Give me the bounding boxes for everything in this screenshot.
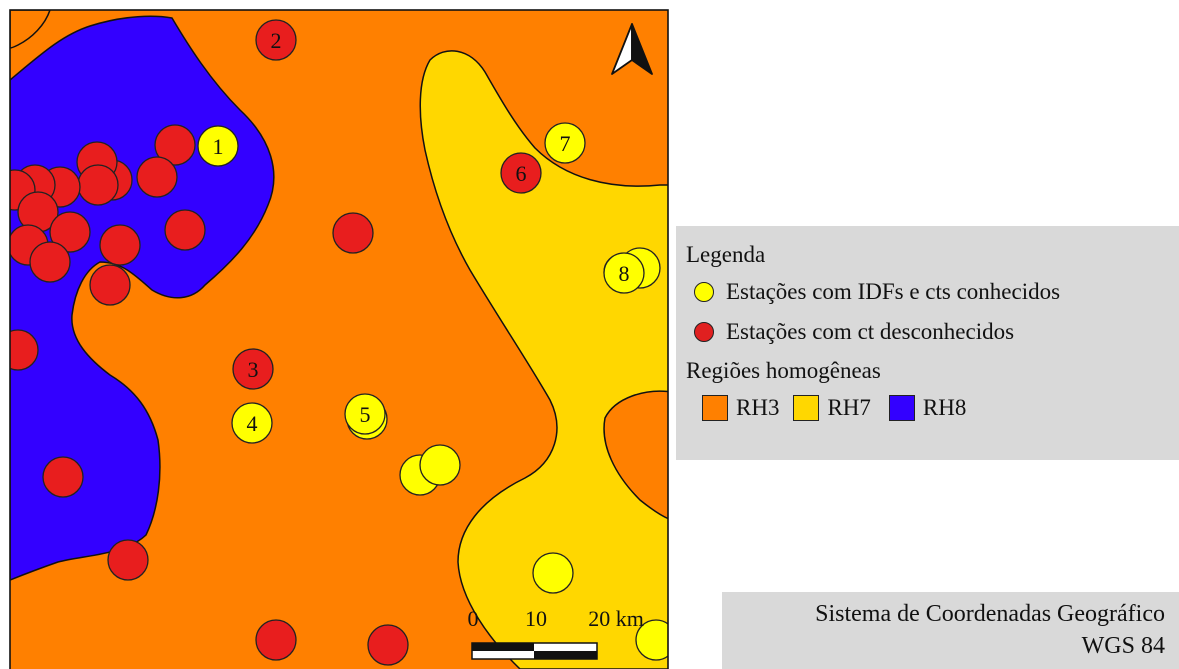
legend-region-rh8: RH8 xyxy=(922,395,967,420)
legend-item-known: Estações com IDFs e cts conhecidos xyxy=(686,272,1179,312)
map-frame: 1 2 3 4 5 6 xyxy=(9,9,669,669)
station-6: 6 xyxy=(500,152,542,194)
legend-item-label: Estações com ct desconhecidos xyxy=(726,319,1015,344)
svg-text:5: 5 xyxy=(360,402,371,427)
station-4: 4 xyxy=(231,402,273,444)
station-2: 2 xyxy=(255,19,297,61)
legend-title: Legenda xyxy=(686,242,766,267)
crs-line-1: Sistema de Coordenadas Geográfico xyxy=(815,601,1165,627)
svg-text:4: 4 xyxy=(247,411,258,436)
scale-bar: 0 10 20 km xyxy=(468,606,644,660)
svg-text:8: 8 xyxy=(619,261,630,286)
red-dot-icon xyxy=(694,322,714,342)
scale-label-10: 10 xyxy=(525,606,547,631)
legend-item-label: Estações com IDFs e cts conhecidos xyxy=(726,279,1061,304)
swatch-rh7-icon xyxy=(793,395,820,421)
station-3: 3 xyxy=(232,348,274,390)
legend-regions: RH3 RH7 RH8 xyxy=(686,388,1179,428)
legend-region-rh3: RH3 xyxy=(736,395,780,420)
scale-label-20: 20 km xyxy=(588,606,644,631)
yellow-dot-icon xyxy=(694,282,714,302)
swatch-rh3-icon xyxy=(702,395,728,421)
legend-region-rh7: RH7 xyxy=(827,395,871,420)
station-5: 5 xyxy=(344,393,388,440)
north-arrow-icon xyxy=(611,23,653,75)
legend-panel: Legenda Estações com IDFs e cts conhecid… xyxy=(676,226,1179,460)
legend-item-unknown: Estações com ct desconhecidos xyxy=(686,312,1179,352)
unknown-stations xyxy=(10,124,641,666)
station-7: 7 xyxy=(544,122,586,164)
station-8: 8 xyxy=(603,252,645,294)
svg-text:3: 3 xyxy=(248,357,259,382)
svg-text:6: 6 xyxy=(516,161,527,186)
svg-text:2: 2 xyxy=(271,28,282,53)
map-canvas: 1 2 3 4 5 6 xyxy=(9,9,669,669)
crs-line-2: WGS 84 xyxy=(1081,633,1165,659)
legend-regions-title: Regiões homogêneas xyxy=(686,358,881,383)
coordinate-system-box: Sistema de Coordenadas Geográfico WGS 84 xyxy=(722,592,1179,669)
scale-label-0: 0 xyxy=(468,606,479,631)
svg-text:7: 7 xyxy=(560,131,571,156)
svg-text:1: 1 xyxy=(213,134,224,159)
region-rh7 xyxy=(419,50,668,669)
station-1: 1 xyxy=(197,125,239,167)
swatch-rh8-icon xyxy=(888,395,915,421)
